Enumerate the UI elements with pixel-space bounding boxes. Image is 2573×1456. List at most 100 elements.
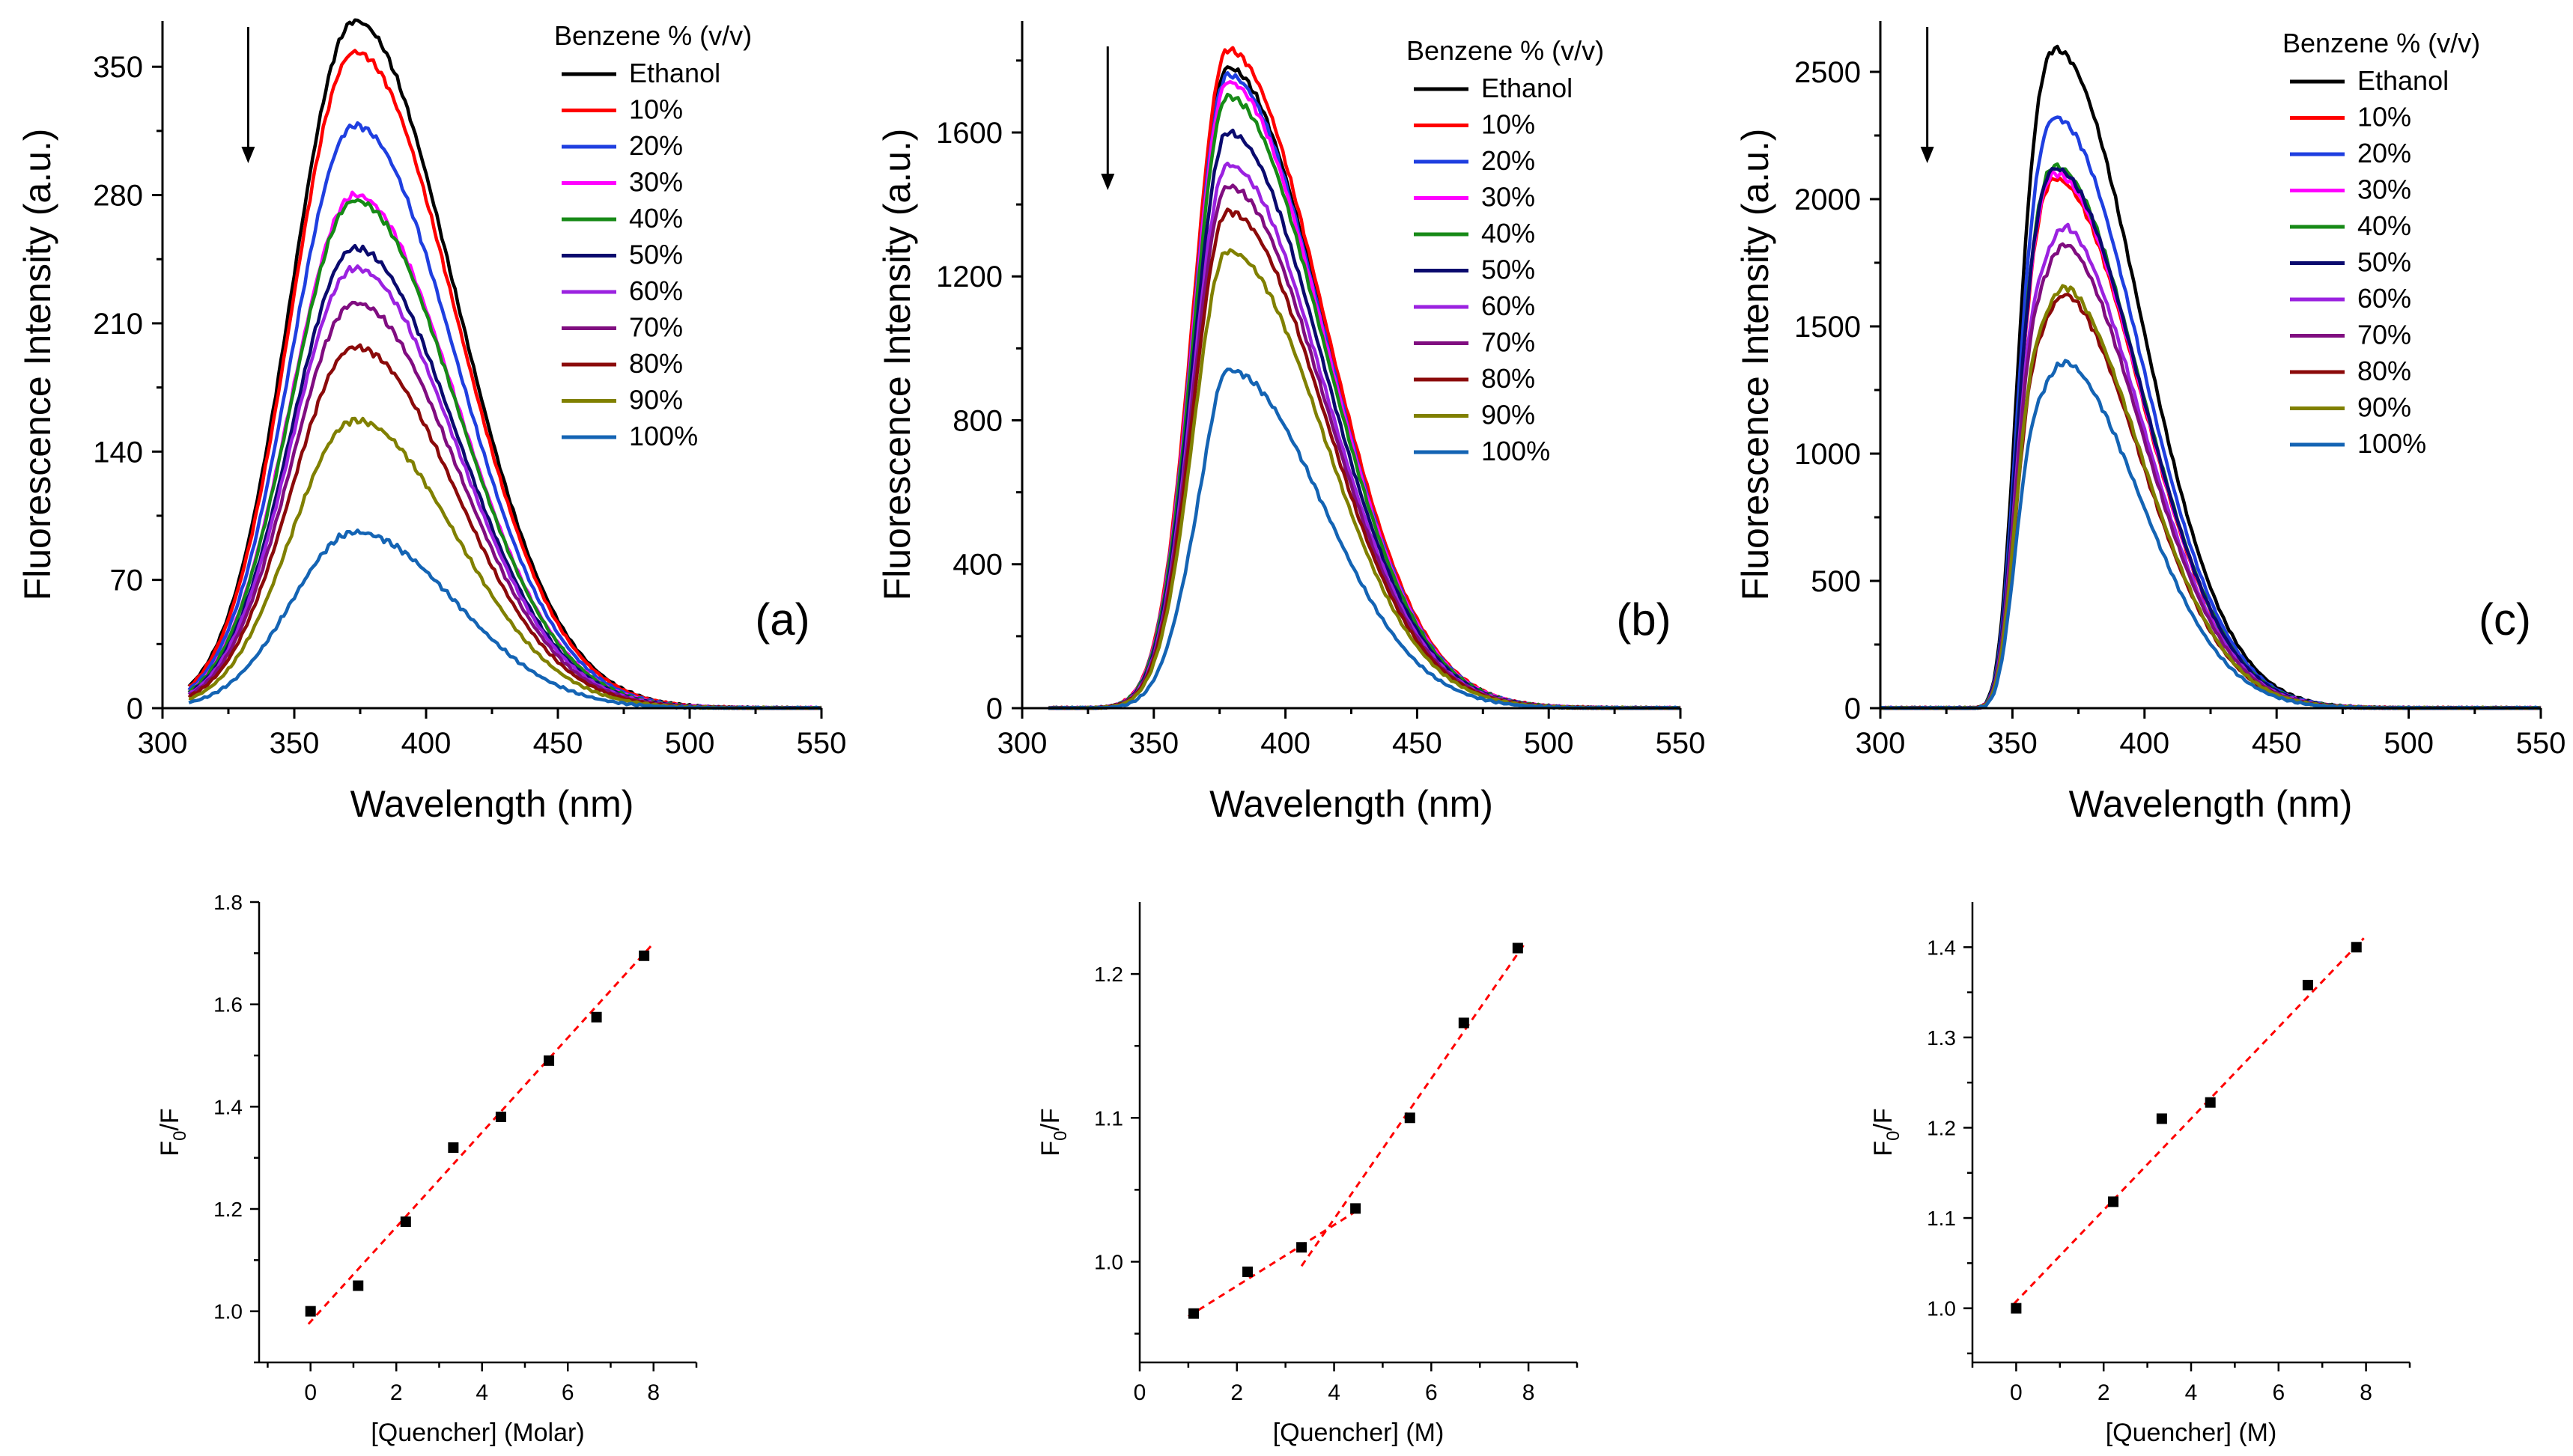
legend-label: 90% [1481,400,1535,430]
series-line-30pct [188,190,822,710]
data-point [353,1280,364,1291]
data-point [400,1216,411,1228]
y-tick-label: 1000 [1794,438,1861,471]
x-tick-label: 500 [2384,727,2434,760]
legend-label: 70% [1481,327,1535,358]
x-tick-label: 500 [1524,727,1574,760]
legend-label: Ethanol [629,58,720,88]
data-point [2108,1196,2119,1207]
y-tick-label: 0 [986,692,1003,725]
legend-label: 50% [1481,255,1535,285]
x-tick-label: 6 [2272,1380,2285,1405]
y-tick-label: 1.1 [1927,1207,1956,1230]
x-tick-label: 4 [2185,1380,2198,1405]
y-tick-label: 70 [110,564,144,597]
y-tick-label: 1.0 [1927,1297,1956,1321]
x-tick-label: 300 [997,727,1048,760]
series-line-20pct [1048,70,1681,710]
legend-label: 60% [2357,283,2411,314]
legend-label: 50% [629,240,683,270]
x-tick-label: 350 [1128,727,1179,760]
y-tick-label: 1.6 [213,993,243,1017]
legend-label: 60% [629,275,683,306]
series-line-40pct [1048,92,1680,710]
series-line-30pct [1048,79,1681,710]
spectrum-panel-a: 300 350 400 450 500 550 0 70 140 210 280 350 Wavelen… [16,18,847,825]
legend-label: Ethanol [1481,73,1573,103]
legend-label: 80% [629,348,683,379]
panel-label: (c) [2479,594,2531,645]
legend-label: 40% [2357,210,2411,241]
x-tick-label: 550 [2516,727,2566,760]
y-tick-label: 1.3 [1927,1026,1956,1050]
legend-label: 100% [629,421,698,451]
y-tick-label: 2000 [1794,183,1861,216]
data-point [1242,1266,1254,1277]
data-point [1512,942,1523,954]
x-axis-label: Wavelength (nm) [2069,783,2353,825]
legend-title: Benzene % (v/v) [554,20,752,51]
y-tick-label: 210 [93,308,143,341]
x-tick-label: 300 [138,727,188,760]
series-line-10pct [188,49,822,710]
y-axis-label-main: F [1036,1141,1065,1157]
panel-label: (a) [755,594,809,645]
y-tick-label: 140 [93,436,143,469]
legend-label: 10% [629,94,683,125]
data-point [1296,1242,1307,1253]
x-tick-label: 350 [1987,727,2038,760]
y-axis-label-rest: /F [1869,1108,1898,1130]
legend-label: 20% [1481,145,1535,176]
series-line-80pct [1048,207,1681,710]
spectrum-panel-c: 300 350 400 450 500 550 0 500 1000 1500 2000 2500 Wa… [1734,21,2566,825]
y-axis-label-subscript: 0 [1051,1131,1071,1141]
y-axis-label-rest: /F [156,1108,184,1130]
x-tick-label: 550 [797,727,847,760]
x-tick-label: 450 [533,727,583,760]
series-line-40pct [187,198,821,710]
linear-fit-line [1188,1211,1355,1318]
series-line-60pct [1880,222,2541,710]
y-tick-label: 800 [953,404,1003,437]
data-point [591,1011,602,1023]
data-point [1458,1017,1469,1029]
x-tick-label: 400 [1260,727,1310,760]
x-axis-label: Wavelength (nm) [1209,783,1493,825]
legend-label: 100% [2357,428,2426,459]
legend-label: 80% [1481,363,1535,394]
data-point [2302,979,2313,990]
x-axis-label: Wavelength (nm) [350,783,634,825]
series-line-60pct [1048,161,1680,710]
x-axis-label: [Quencher] (Molar) [371,1419,584,1447]
x-tick-label: 6 [1425,1380,1438,1405]
data-point [495,1112,506,1122]
x-tick-label: 450 [1392,727,1442,760]
legend-label: Ethanol [2357,65,2449,96]
x-tick-label: 450 [2252,727,2302,760]
legend-label: 90% [629,385,683,415]
stern-volmer-panel-b: 0 2 4 6 81.01.11.2[Quencher] (M)F0/F [1036,902,1579,1447]
y-axis-label: Fluorescence Intensity (a.u.) [16,129,58,601]
stern-volmer-panel-c: 0 2 4 6 81.01.11.21.31.4[Quencher] (M)F0/F [1869,902,2411,1447]
series-line-70pct [1880,242,2542,710]
y-axis-label: F0/F [156,1108,190,1156]
y-tick-label: 1.4 [1927,936,1956,959]
legend-label: 70% [2357,320,2411,350]
y-axis-label: F0/F [1869,1108,1904,1156]
y-tick-label: 1600 [936,117,1003,150]
series-line-100pct [1880,359,2541,710]
legend-label: 40% [1481,218,1535,249]
data-point [305,1306,316,1317]
y-tick-label: 400 [953,549,1003,582]
y-tick-label: 1.2 [1927,1116,1956,1139]
y-axis-label-subscript: 0 [1883,1131,1904,1141]
y-tick-label: 1.0 [1094,1250,1123,1273]
data-point [544,1055,555,1066]
data-point [1404,1112,1415,1124]
y-tick-label: 1.0 [213,1300,243,1324]
y-tick-label: 1.8 [213,891,243,914]
data-point [2205,1097,2216,1108]
data-point [2156,1113,2167,1124]
x-tick-label: 550 [1656,727,1706,760]
legend-label: 100% [1481,436,1550,466]
